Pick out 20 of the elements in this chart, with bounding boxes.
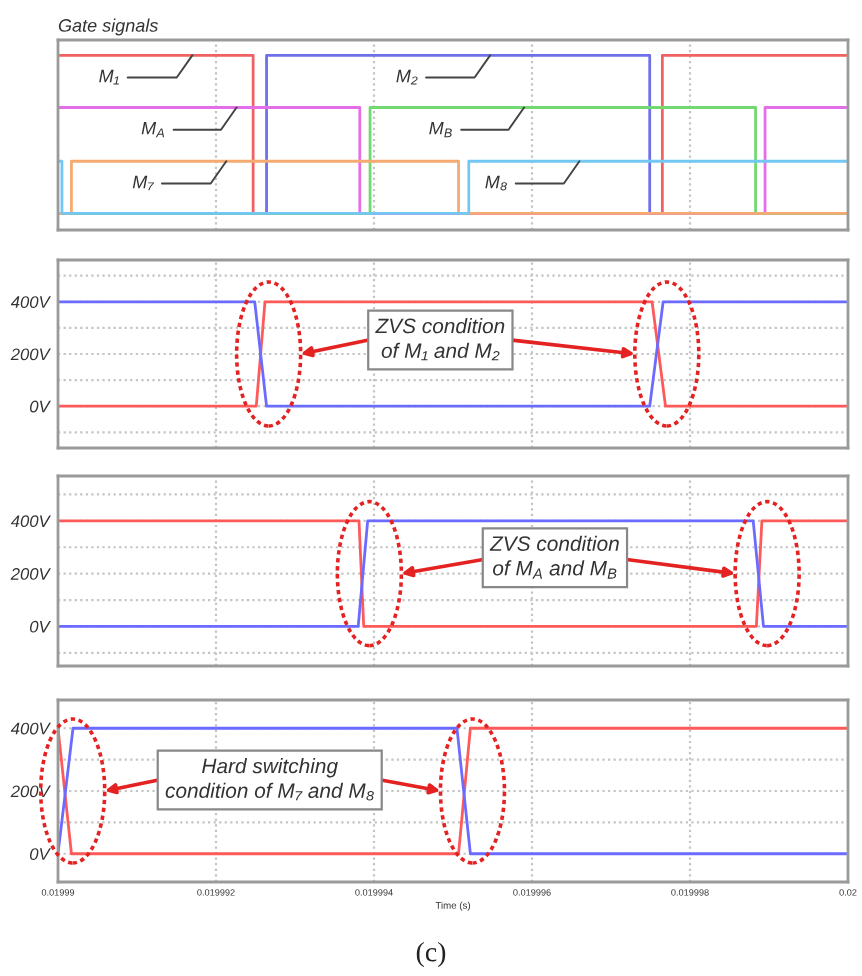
series-label: M₈	[485, 175, 507, 191]
text: (c)	[416, 941, 446, 968]
y-tick-label: 400V	[10, 296, 51, 308]
series-label: M$_{A}$	[141, 121, 165, 138]
y-tick-label: 0V	[30, 400, 51, 413]
series-label: M₂	[396, 69, 418, 85]
annotation: ZVS condition of M$_{A}$ and M$_{B}$	[489, 535, 619, 579]
series-label: M$_{B}$	[429, 121, 452, 138]
chart-title: Gate signals	[58, 18, 158, 36]
y-tick-label: 0V	[30, 620, 51, 633]
y-tick-label: 400V	[10, 515, 51, 528]
series-label: M₁	[99, 69, 119, 85]
y-tick-label: 200V	[10, 568, 51, 580]
annotation: ZVS condition of M₁ and M₂	[375, 318, 505, 361]
y-tick-label: 200V	[10, 785, 51, 798]
y-tick-label: 400V	[10, 722, 51, 735]
y-tick-label: 0V	[30, 848, 51, 860]
y-tick-label: 200V	[10, 348, 51, 361]
annotation: Hard switching condition of M₇ and M₈	[165, 758, 374, 801]
series-label: M₇	[132, 175, 155, 191]
